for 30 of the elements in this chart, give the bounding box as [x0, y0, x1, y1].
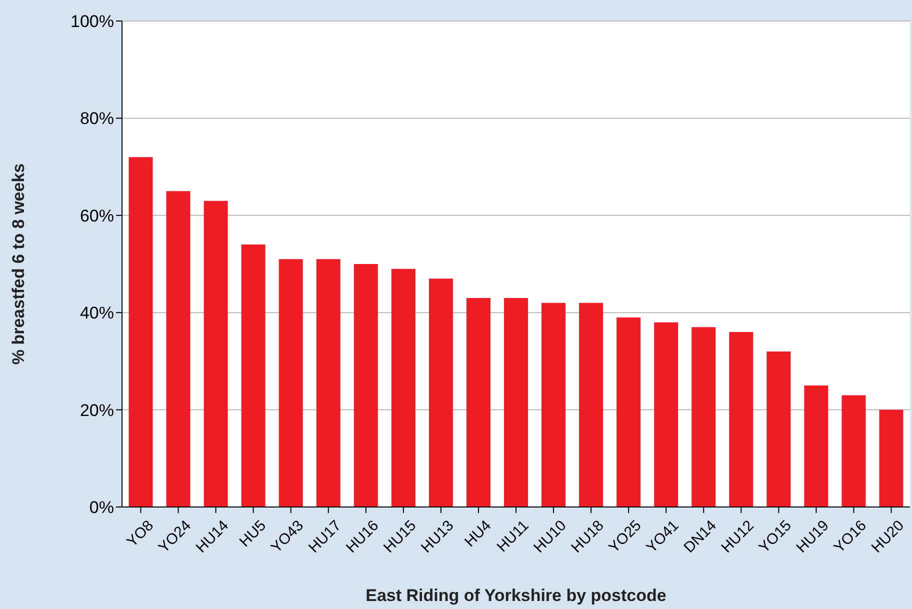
bar: [542, 302, 566, 507]
bar: [241, 244, 266, 507]
bar: [354, 264, 378, 507]
y-tick-label: 60%: [80, 206, 114, 226]
bar: [729, 332, 754, 507]
bar: [654, 322, 678, 507]
bar: [766, 351, 791, 507]
bar: [692, 327, 716, 507]
bar: [428, 278, 453, 507]
bar: [128, 157, 153, 507]
bar: [204, 200, 228, 507]
y-tick-label: 40%: [80, 304, 114, 323]
bar: [278, 259, 303, 507]
bar: [879, 410, 904, 507]
bar: [504, 298, 528, 507]
bar: [842, 395, 866, 507]
bar: [466, 298, 490, 507]
y-tick-label: 80%: [80, 109, 114, 128]
bar: [616, 317, 641, 507]
x-tick-label: YO8: [124, 517, 157, 550]
bar: [166, 191, 190, 507]
x-axis-title: East Riding of Yorkshire by postcode: [366, 586, 666, 605]
y-tick-label: 100%: [70, 12, 114, 32]
bar: [391, 268, 416, 507]
y-tick-label: 0%: [89, 498, 114, 518]
bar: [579, 302, 604, 507]
y-axis-title: % breastfed 6 to 8 weeks: [9, 163, 28, 365]
bar: [316, 259, 340, 507]
y-tick-label: 20%: [80, 400, 114, 420]
bar: [804, 386, 828, 507]
